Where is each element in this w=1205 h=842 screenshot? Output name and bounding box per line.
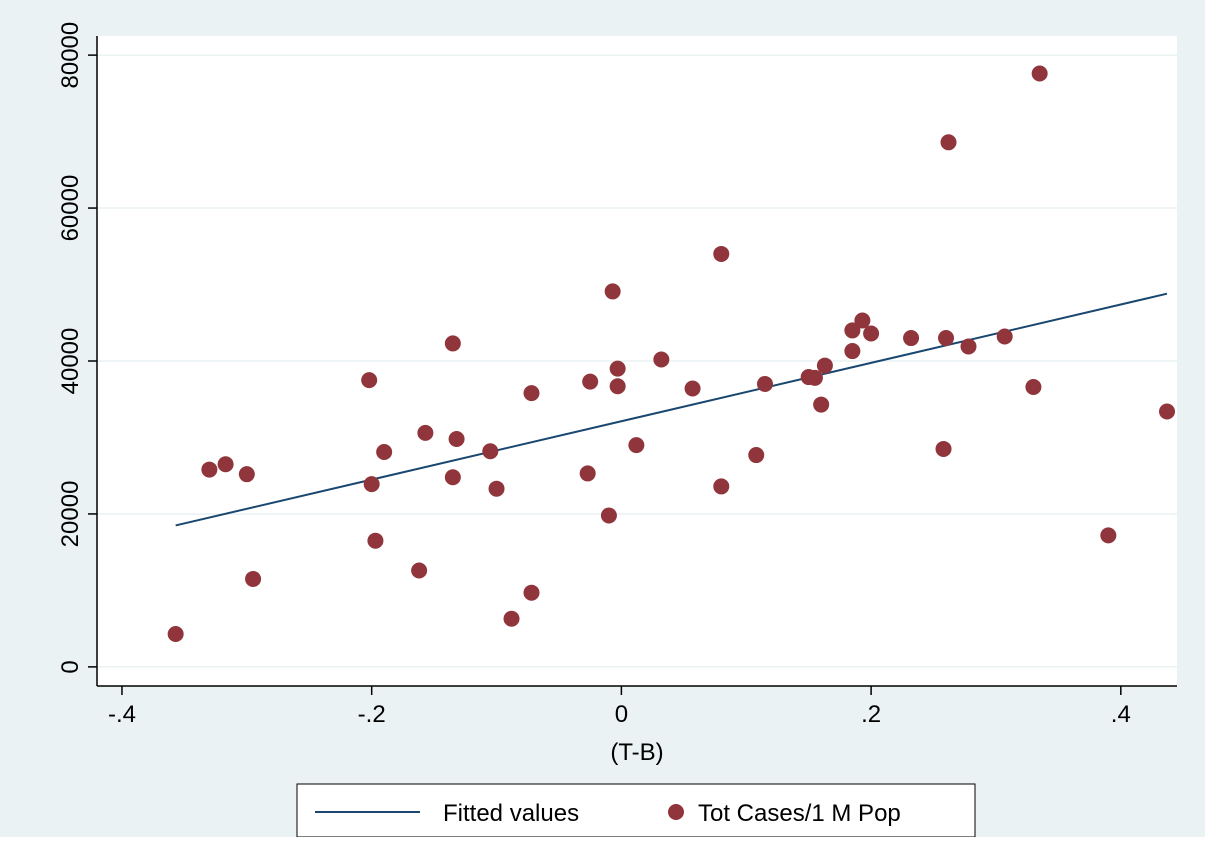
scatter-point [361, 372, 378, 389]
scatter-point [628, 437, 645, 454]
scatter-point [523, 385, 540, 402]
scatter-point [756, 375, 773, 392]
legend-label-fitted: Fitted values [443, 800, 579, 827]
scatter-point [813, 396, 830, 413]
scatter-point [996, 328, 1013, 345]
scatter-point [816, 357, 833, 374]
y-tick-label: 80000 [57, 22, 84, 89]
scatter-point [806, 369, 823, 386]
y-tick-label: 0 [57, 660, 84, 673]
legend: Fitted values Tot Cases/1 M Pop [296, 783, 976, 838]
scatter-point [854, 312, 871, 329]
gridlines [97, 54, 1177, 668]
scatter-point [684, 380, 701, 397]
scatter-point [844, 343, 861, 360]
scatter-point [609, 378, 626, 395]
scatter-point [238, 466, 255, 483]
scatter-point [844, 322, 861, 339]
y-tick-label: 60000 [57, 175, 84, 242]
scatter-point [363, 476, 380, 493]
scatter-point [582, 373, 599, 390]
legend-box [296, 783, 976, 838]
scatter-point [960, 338, 977, 355]
scatter-point [940, 134, 957, 151]
scatter-point [376, 444, 393, 460]
scatter-point [217, 456, 234, 473]
scatter-point [935, 440, 952, 457]
scatter-point [863, 325, 880, 342]
x-tick-label: 0 [615, 701, 628, 728]
scatter-point [1031, 65, 1048, 82]
legend-label-cases: Tot Cases/1 M Pop [698, 800, 901, 827]
x-tick-label: -.2 [358, 701, 386, 728]
scatter-point [523, 584, 540, 601]
scatter-point [600, 507, 617, 524]
scatter-point [903, 330, 920, 347]
scatter-point [488, 480, 505, 497]
x-tick-label: .2 [861, 701, 881, 728]
x-tick-label: .4 [1111, 701, 1131, 728]
legend-marker-swatch [668, 804, 684, 820]
x-tick-label: -.4 [108, 701, 136, 728]
scatter-point [1159, 403, 1176, 420]
y-tick-label: 20000 [57, 481, 84, 548]
scatter-point [713, 478, 730, 495]
scatter-points [167, 65, 1176, 642]
scatter-point [579, 465, 596, 482]
scatter-point [444, 469, 461, 486]
scatter-point [411, 562, 428, 579]
scatter-point [201, 461, 218, 478]
scatter-point [938, 330, 955, 347]
scatter-point [448, 431, 465, 447]
scatter-point [503, 610, 520, 627]
y-tick-label: 40000 [57, 328, 84, 395]
x-axis-title: (T-B) [610, 739, 663, 766]
scatter-point [167, 626, 184, 642]
scatter-point [367, 532, 384, 549]
scatter-point [748, 447, 765, 464]
scatter-point [604, 283, 621, 300]
scatter-point [1025, 379, 1042, 395]
scatter-point [653, 351, 670, 368]
scatter-point [609, 360, 626, 377]
scatter-point [444, 335, 461, 352]
scatter-point [417, 424, 434, 441]
axis-ticks: 0 20000 40000 60000 80000 -.4 -.2 0 .2 .4 [57, 22, 1131, 728]
scatter-point [1100, 527, 1117, 544]
scatter-point [482, 443, 499, 460]
scatter-point [245, 570, 262, 587]
scatter-point [713, 245, 730, 262]
